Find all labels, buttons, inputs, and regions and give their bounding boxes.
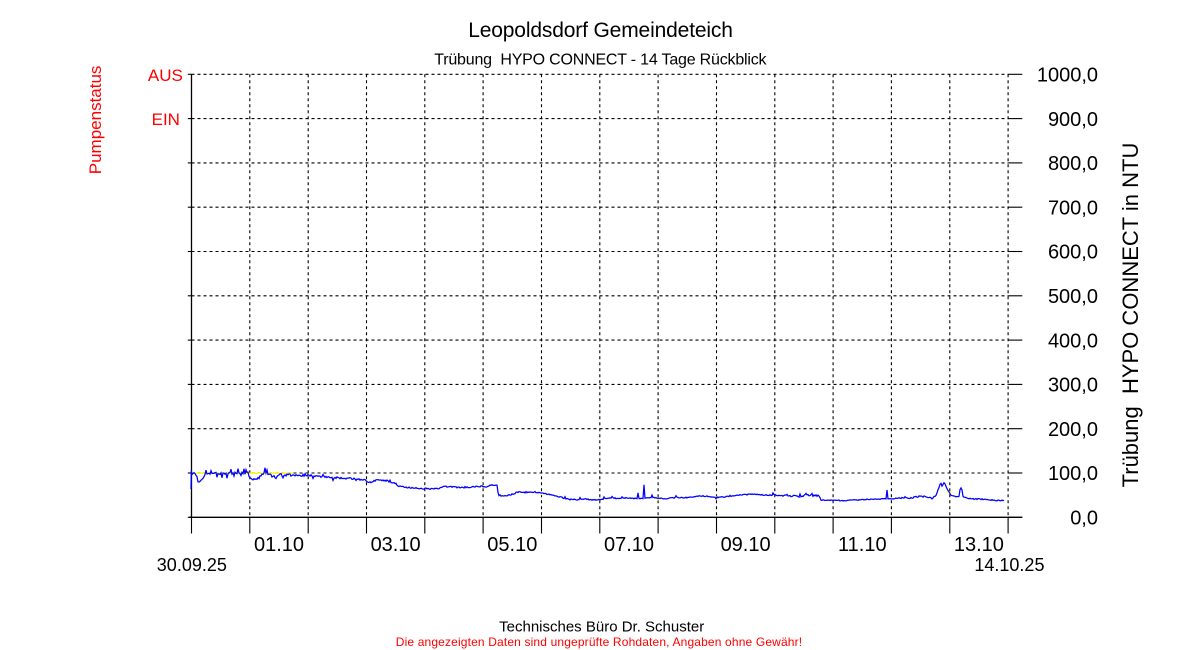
- svg-text:Pumpenstatus: Pumpenstatus: [86, 66, 105, 175]
- svg-text:13.10: 13.10: [954, 534, 1004, 556]
- svg-text:Technisches Büro Dr. Schuster: Technisches Büro Dr. Schuster: [499, 618, 704, 635]
- svg-text:1000,0: 1000,0: [1037, 65, 1098, 87]
- svg-text:900,0: 900,0: [1048, 109, 1098, 131]
- svg-text:01.10: 01.10: [254, 534, 304, 556]
- svg-text:800,0: 800,0: [1048, 153, 1098, 175]
- svg-text:05.10: 05.10: [487, 534, 537, 556]
- svg-text:09.10: 09.10: [721, 534, 771, 556]
- svg-text:14.10.25: 14.10.25: [974, 555, 1044, 575]
- svg-text:Trübung HYPO CONNECT in NTU: Trübung HYPO CONNECT in NTU: [1118, 143, 1143, 488]
- svg-text:100,0: 100,0: [1048, 463, 1098, 485]
- svg-text:11.10: 11.10: [838, 534, 887, 556]
- svg-text:500,0: 500,0: [1048, 286, 1098, 308]
- svg-text:Trübung HYPO CONNECT - 14 Tag: Trübung HYPO CONNECT - 14 Tage Rückblick: [434, 52, 767, 69]
- svg-text:300,0: 300,0: [1048, 375, 1098, 397]
- svg-text:03.10: 03.10: [371, 534, 421, 556]
- svg-text:07.10: 07.10: [604, 534, 654, 556]
- svg-text:30.09.25: 30.09.25: [157, 555, 227, 575]
- svg-text:0,0: 0,0: [1070, 508, 1098, 530]
- svg-text:700,0: 700,0: [1048, 197, 1098, 219]
- svg-text:EIN: EIN: [152, 110, 180, 129]
- svg-text:600,0: 600,0: [1048, 242, 1098, 264]
- svg-text:Leopoldsdorf Gemeindeteich: Leopoldsdorf Gemeindeteich: [468, 19, 733, 42]
- svg-text:400,0: 400,0: [1048, 330, 1098, 352]
- svg-text:AUS: AUS: [148, 66, 183, 85]
- svg-text:Die angezeigten Daten sind ung: Die angezeigten Daten sind ungeprüfte Ro…: [396, 635, 803, 649]
- svg-text:200,0: 200,0: [1048, 419, 1098, 441]
